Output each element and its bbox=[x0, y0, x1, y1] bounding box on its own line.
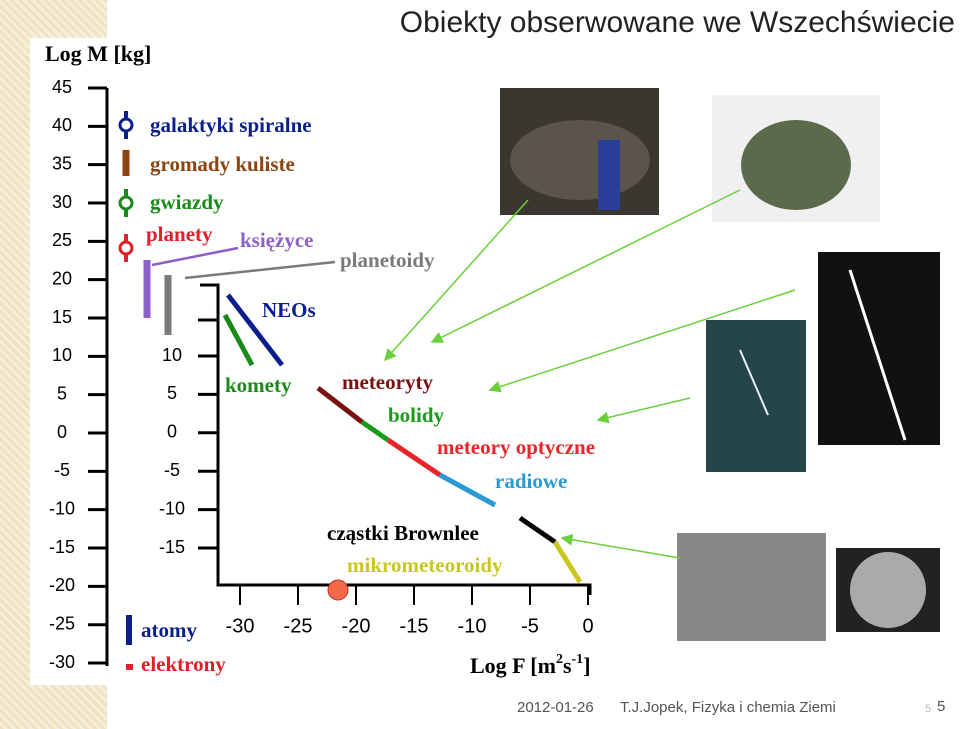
y-tick-label: -5 bbox=[54, 460, 70, 480]
y-tick-label: 10 bbox=[162, 345, 182, 365]
y-tick-label: 5 bbox=[167, 383, 177, 403]
y-tick-label: -10 bbox=[49, 498, 75, 518]
photo-aurora bbox=[706, 320, 806, 472]
object-label: galaktyki spiralne bbox=[150, 113, 312, 137]
y-tick-label: 30 bbox=[52, 192, 72, 212]
x-tick-label: -20 bbox=[342, 615, 371, 637]
object-mark bbox=[360, 419, 390, 443]
object-label: atomy bbox=[141, 618, 197, 642]
footer-author: T.J.Jopek, Fizyka i chemia Ziemi bbox=[620, 699, 836, 716]
footer-date: 2012-01-26 bbox=[517, 699, 594, 716]
object-label: gromady kuliste bbox=[150, 152, 295, 176]
object-symbol bbox=[118, 195, 134, 211]
object-label: mikrometeoroidy bbox=[347, 553, 503, 577]
y-tick-label: 25 bbox=[52, 230, 72, 250]
meteor-streak bbox=[848, 269, 907, 441]
x-axis-label: Log F [m2s-1] bbox=[470, 652, 591, 678]
y-tick-label: -25 bbox=[49, 613, 75, 633]
y-tick-label: 35 bbox=[52, 153, 72, 173]
object-mark bbox=[438, 472, 497, 508]
y-tick-label: 20 bbox=[52, 268, 72, 288]
x-tick-label: -10 bbox=[458, 615, 487, 637]
x-label-part: ] bbox=[583, 653, 590, 678]
object-label: planety bbox=[146, 222, 213, 246]
y-tick-label: -15 bbox=[49, 537, 75, 557]
y-tick-label: -5 bbox=[164, 460, 180, 480]
x-tick-label: 0 bbox=[582, 615, 593, 637]
x-tick-label: -5 bbox=[521, 615, 539, 637]
footer-page-ghost: 5 bbox=[925, 703, 931, 715]
y-tick-label: 40 bbox=[52, 115, 72, 135]
y-tick-label: -20 bbox=[49, 575, 75, 595]
y-tick-label: 10 bbox=[52, 345, 72, 365]
stone-shape bbox=[741, 120, 851, 210]
object-label: komety bbox=[225, 373, 292, 397]
object-label: bolidy bbox=[388, 403, 445, 427]
pointer-arrow bbox=[488, 289, 796, 393]
object-label: księżyce bbox=[240, 228, 313, 252]
object-label: meteoryty bbox=[342, 370, 433, 394]
object-label: planetoidy bbox=[340, 248, 435, 272]
object-label: radiowe bbox=[495, 469, 567, 493]
object-mark bbox=[222, 313, 255, 367]
x-tick-label: -15 bbox=[400, 615, 429, 637]
slide-title: Obiekty obserwowane we Wszechświecie bbox=[400, 6, 955, 39]
y-tick-label: 0 bbox=[57, 422, 67, 442]
y-tick-label: -15 bbox=[159, 537, 185, 557]
pointer-arrow bbox=[596, 397, 691, 424]
object-mark bbox=[151, 246, 239, 267]
x-label-part: Log F [m bbox=[470, 653, 556, 678]
y-tick-label: 45 bbox=[52, 77, 72, 97]
object-symbol bbox=[118, 240, 134, 256]
photo-person bbox=[598, 140, 620, 210]
aurora-streak bbox=[739, 349, 769, 416]
footer-page: 5 bbox=[937, 698, 945, 715]
x-label-part: s bbox=[563, 653, 572, 678]
y-tick-label: 0 bbox=[167, 422, 177, 442]
inner-axes bbox=[200, 283, 592, 595]
y-tick-label: 15 bbox=[52, 307, 72, 327]
object-label: elektrony bbox=[141, 652, 226, 676]
object-mark bbox=[518, 515, 557, 545]
object-mark bbox=[226, 293, 284, 367]
object-mark bbox=[184, 260, 336, 280]
pointer-arrows bbox=[384, 189, 796, 559]
photo-meteor bbox=[818, 252, 940, 445]
y-tick-label: 5 bbox=[57, 383, 67, 403]
marker-dot bbox=[327, 579, 349, 601]
x-label-sup: 2 bbox=[556, 652, 563, 667]
pointer-arrow bbox=[560, 533, 681, 559]
pointer-arrow bbox=[384, 199, 529, 362]
y-axis-label: Log M [kg] bbox=[45, 41, 151, 66]
y-tick-label: -30 bbox=[49, 652, 75, 672]
object-label: NEOs bbox=[262, 298, 316, 322]
object-mark bbox=[552, 540, 583, 584]
y-tick-label: -10 bbox=[159, 498, 185, 518]
object-label: cząstki Brownlee bbox=[327, 521, 479, 545]
sphere-shape bbox=[850, 552, 926, 628]
object-symbol bbox=[118, 117, 134, 133]
photo-particles bbox=[677, 533, 826, 641]
object-label: meteory optyczne bbox=[437, 435, 595, 459]
object-mark bbox=[316, 386, 364, 424]
x-tick-label: -30 bbox=[226, 615, 255, 637]
object-label: gwiazdy bbox=[150, 190, 224, 214]
pointer-arrow bbox=[430, 189, 741, 343]
x-tick-label: -25 bbox=[284, 615, 313, 637]
photo-rock bbox=[510, 120, 650, 200]
x-label-sup: -1 bbox=[572, 652, 584, 667]
object-mark bbox=[386, 437, 442, 478]
